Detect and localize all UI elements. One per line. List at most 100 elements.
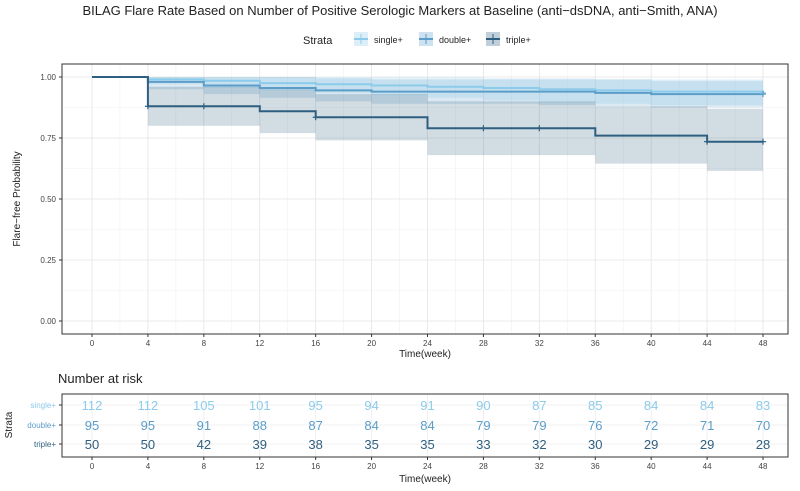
risk-value-single+: 85	[588, 398, 602, 413]
risk-value-triple+: 29	[644, 437, 658, 452]
legend: Strata single+ double+ triple+	[303, 32, 531, 47]
x-tick-label: 28	[479, 339, 488, 348]
risk-value-double+: 79	[476, 418, 490, 433]
risk-x-tick-label: 24	[423, 462, 432, 471]
risk-x-tick-label: 48	[759, 462, 768, 471]
risk-value-double+: 95	[141, 418, 155, 433]
x-tick-label: 48	[759, 339, 768, 348]
risk-table-values: 112 112 105 101 95 94 91 90 87 85 84 84 83 95 95 91 88 87…	[82, 398, 771, 452]
y-axis-ticks: 0.00 0.25 0.50 0.75 1.00	[40, 73, 62, 326]
risk-x-tick-label: 12	[255, 462, 264, 471]
risk-value-triple+: 50	[85, 437, 99, 452]
x-tick-label: 16	[311, 339, 320, 348]
x-tick-label: 32	[535, 339, 544, 348]
risk-table-panel	[62, 394, 788, 457]
risk-value-double+: 71	[700, 418, 714, 433]
gridlines	[62, 64, 788, 334]
legend-key-triple: triple+	[486, 32, 531, 46]
risk-value-double+: 95	[85, 418, 99, 433]
risk-value-triple+: 35	[364, 437, 378, 452]
y-tick-label: 0.75	[40, 134, 56, 143]
legend-key-single: single+	[354, 32, 403, 46]
risk-value-triple+: 35	[420, 437, 434, 452]
risk-value-triple+: 39	[253, 437, 267, 452]
risk-table-title: Number at risk	[58, 371, 143, 386]
x-tick-label: 36	[591, 339, 600, 348]
risk-value-triple+: 38	[308, 437, 322, 452]
x-tick-label: 40	[647, 339, 656, 348]
x-tick-label: 8	[202, 339, 207, 348]
chart-title: BILAG Flare Rate Based on Number of Posi…	[82, 3, 717, 18]
risk-x-tick-label: 44	[703, 462, 712, 471]
risk-table-x-ticks: 0 4 8 12 16 20 24 28 32 36 40 44 48	[90, 457, 768, 471]
risk-value-double+: 72	[644, 418, 658, 433]
risk-value-triple+: 42	[197, 437, 211, 452]
survival-line-double+	[92, 76, 763, 96]
risk-value-double+: 84	[364, 418, 378, 433]
legend-label-double: double+	[439, 35, 471, 45]
risk-value-single+: 91	[420, 398, 434, 413]
survival-line-single+	[92, 76, 764, 93]
risk-value-double+: 87	[308, 418, 322, 433]
risk-table-row-labels: single+ double+ triple+	[27, 401, 62, 449]
y-tick-label: 0.50	[40, 195, 56, 204]
legend-label-triple: triple+	[506, 35, 531, 45]
risk-x-tick-label: 8	[202, 462, 207, 471]
risk-x-tick-label: 20	[367, 462, 376, 471]
risk-value-single+: 105	[193, 398, 215, 413]
x-tick-label: 12	[255, 339, 264, 348]
risk-value-double+: 88	[253, 418, 267, 433]
risk-row-label-single+: single+	[30, 401, 56, 410]
risk-value-single+: 90	[476, 398, 490, 413]
risk-table-x-label: Time(week)	[399, 474, 451, 485]
risk-value-double+: 79	[532, 418, 546, 433]
risk-value-double+: 70	[756, 418, 770, 433]
x-tick-label: 44	[703, 339, 712, 348]
legend-title: Strata	[303, 35, 333, 47]
risk-value-single+: 84	[644, 398, 658, 413]
legend-label-single: single+	[374, 35, 403, 45]
risk-value-single+: 87	[532, 398, 546, 413]
risk-value-single+: 112	[82, 398, 103, 413]
risk-x-tick-label: 16	[311, 462, 320, 471]
risk-value-triple+: 33	[476, 437, 490, 452]
y-tick-label: 0.25	[40, 256, 56, 265]
risk-row-label-triple+: triple+	[34, 440, 56, 449]
y-tick-label: 0.00	[40, 317, 56, 326]
risk-value-triple+: 50	[141, 437, 155, 452]
risk-value-triple+: 32	[532, 437, 546, 452]
risk-x-tick-label: 32	[535, 462, 544, 471]
x-tick-label: 4	[146, 339, 151, 348]
risk-table-grid	[62, 394, 788, 457]
x-axis-ticks: 0 4 8 12 16 20 24 28 32 36 40 44 48	[90, 334, 768, 348]
risk-table-y-label: Strata	[4, 411, 15, 438]
risk-value-single+: 112	[138, 398, 159, 413]
risk-x-tick-label: 0	[90, 462, 95, 471]
risk-value-double+: 91	[197, 418, 211, 433]
risk-value-triple+: 29	[700, 437, 714, 452]
risk-value-single+: 94	[364, 398, 378, 413]
risk-x-tick-label: 36	[591, 462, 600, 471]
censor-marks	[144, 89, 766, 145]
risk-x-tick-label: 28	[479, 462, 488, 471]
x-tick-label: 20	[367, 339, 376, 348]
x-axis-label: Time(week)	[399, 349, 451, 360]
risk-row-label-double+: double+	[27, 421, 56, 430]
y-tick-label: 1.00	[40, 73, 56, 82]
risk-value-single+: 84	[700, 398, 714, 413]
risk-value-double+: 84	[420, 418, 434, 433]
legend-key-double: double+	[419, 32, 471, 46]
risk-value-single+: 83	[756, 398, 770, 413]
risk-x-tick-label: 4	[146, 462, 151, 471]
risk-value-single+: 101	[249, 398, 271, 413]
x-tick-label: 24	[423, 339, 432, 348]
risk-value-triple+: 28	[756, 437, 770, 452]
risk-x-tick-label: 40	[647, 462, 656, 471]
risk-value-triple+: 30	[588, 437, 602, 452]
risk-value-single+: 95	[308, 398, 322, 413]
x-tick-label: 0	[90, 339, 95, 348]
y-axis-label: Flare−free Probability	[12, 151, 23, 246]
risk-value-double+: 76	[588, 418, 602, 433]
